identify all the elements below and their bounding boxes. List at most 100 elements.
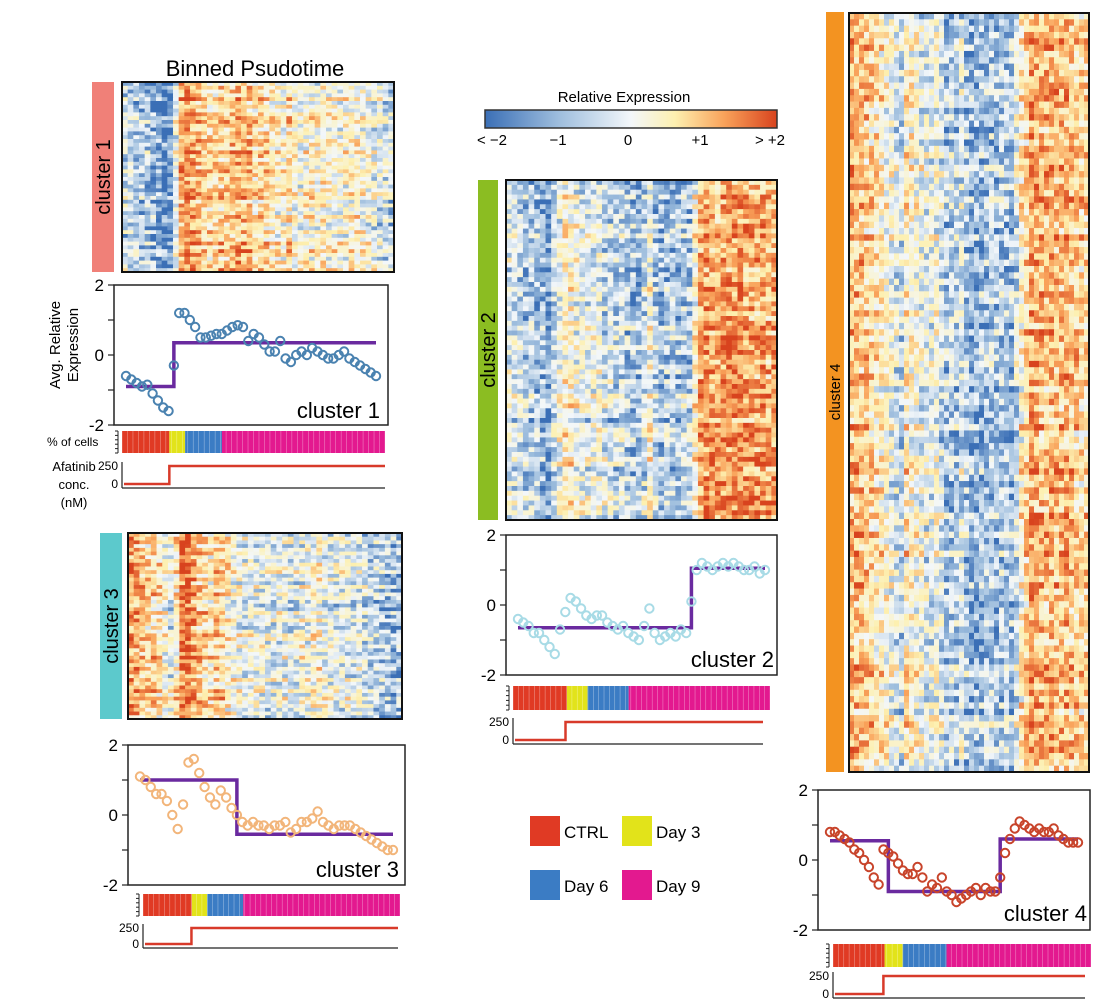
expression-point xyxy=(370,370,382,382)
condition-legend: CTRL Day 3 Day 6 Day 9 xyxy=(530,816,700,900)
y-tick-label: -2 xyxy=(103,876,118,895)
composition-segment xyxy=(884,944,903,967)
expression-point xyxy=(649,627,660,639)
y-tick-label: 2 xyxy=(487,526,496,545)
expression-point xyxy=(338,346,350,357)
expression-point xyxy=(853,847,865,859)
composition-segment xyxy=(833,944,885,967)
expression-point xyxy=(528,627,539,639)
composition-segment xyxy=(902,944,947,967)
expression-point xyxy=(858,854,870,866)
plot-frame xyxy=(113,284,389,426)
y-tick-label: 2 xyxy=(109,736,118,755)
expression-point xyxy=(290,823,302,835)
expression-point xyxy=(680,627,692,639)
expression-point xyxy=(539,634,550,646)
expression-point xyxy=(199,781,210,793)
expression-point xyxy=(173,307,185,319)
expression-point xyxy=(188,753,200,765)
expression-point xyxy=(902,868,914,880)
expression-point xyxy=(523,620,534,632)
afatinib-step-line xyxy=(145,926,398,946)
expression-point xyxy=(1009,823,1020,834)
heatmap-cluster-1 xyxy=(121,81,395,273)
y-tick-label: 0 xyxy=(109,806,118,825)
expression-point xyxy=(172,823,183,835)
afatinib-tick-label: 0 xyxy=(132,937,139,951)
step-fit-line xyxy=(126,341,376,389)
expression-point xyxy=(873,879,884,890)
afatinib-step-line xyxy=(515,720,763,742)
afatinib-label-line2: conc. xyxy=(58,477,89,492)
y-tick-label: -2 xyxy=(481,666,496,685)
heatmap-cluster-3 xyxy=(127,532,403,720)
expression-point xyxy=(333,820,345,831)
y-tick-label: 0 xyxy=(95,346,104,365)
expression-point xyxy=(215,785,226,796)
afatinib-label-line3: (nM) xyxy=(61,495,88,510)
composition-segment xyxy=(628,686,770,710)
expression-point xyxy=(204,792,216,803)
expression-point xyxy=(691,564,702,576)
expression-point xyxy=(167,809,178,821)
expression-point xyxy=(205,330,217,341)
expression-point xyxy=(591,610,603,621)
cluster-4-side-text: cluster 4 xyxy=(827,364,844,421)
composition-segment xyxy=(169,431,186,453)
expression-point xyxy=(200,332,211,343)
cluster-2-side-text: cluster 2 xyxy=(478,312,500,388)
cluster-3-side-label: cluster 3 xyxy=(100,533,123,719)
expression-point xyxy=(990,886,1001,897)
expression-point xyxy=(946,889,957,901)
colorbar-tick-label: −1 xyxy=(549,132,566,149)
expression-point xyxy=(644,603,655,614)
expression-point xyxy=(142,379,153,390)
trend-plot-cluster-1: 2 0 -2 xyxy=(89,276,389,435)
legend-label: Day 6 xyxy=(564,877,608,896)
expression-point xyxy=(922,886,933,897)
expression-point xyxy=(136,381,148,392)
colorbar-gradient xyxy=(484,109,778,129)
expression-point xyxy=(975,889,986,901)
expression-point xyxy=(210,799,221,810)
legend-label: Day 9 xyxy=(656,877,700,896)
afatinib-tick-label: 0 xyxy=(502,733,509,747)
expression-point xyxy=(638,620,650,632)
expression-point xyxy=(999,847,1011,859)
expression-point xyxy=(150,788,162,800)
cell-composition-bar-cluster-3 xyxy=(136,893,401,917)
expression-point xyxy=(1004,833,1016,845)
colorbar-title: Relative Expression xyxy=(558,89,691,106)
expression-point xyxy=(749,561,760,572)
cluster-4-plot-title: cluster 4 xyxy=(1004,901,1087,926)
expression-point xyxy=(177,799,189,810)
colorbar-tick-label: 0 xyxy=(624,132,632,149)
composition-segment xyxy=(191,894,208,916)
avg-expression-label-line2: Expression xyxy=(65,308,82,382)
expression-point xyxy=(544,641,555,653)
expression-point xyxy=(152,395,164,406)
cell-composition-bar-cluster-4 xyxy=(826,943,1092,968)
heatmap-frame xyxy=(848,12,1090,773)
afatinib-tick-label: 250 xyxy=(98,459,118,473)
composition-segment xyxy=(143,894,192,916)
expression-point xyxy=(232,320,243,331)
colorbar-tick-label: > +2 xyxy=(755,132,785,149)
expression-point xyxy=(554,624,566,635)
expression-point xyxy=(382,844,393,856)
legend-label: Day 3 xyxy=(656,823,700,842)
afatinib-tick-label: 250 xyxy=(809,969,829,983)
legend-swatch-day9 xyxy=(622,870,652,900)
expression-point xyxy=(549,648,560,660)
cluster-3-plot-title: cluster 3 xyxy=(316,857,399,882)
expression-point xyxy=(189,321,201,333)
expression-point xyxy=(387,844,399,856)
heatmap-cluster-2 xyxy=(505,179,778,521)
expression-point xyxy=(312,806,323,817)
expression-point xyxy=(994,872,1006,883)
afatinib-label-line1: Afatinib xyxy=(52,459,95,474)
expression-point xyxy=(1038,826,1050,838)
